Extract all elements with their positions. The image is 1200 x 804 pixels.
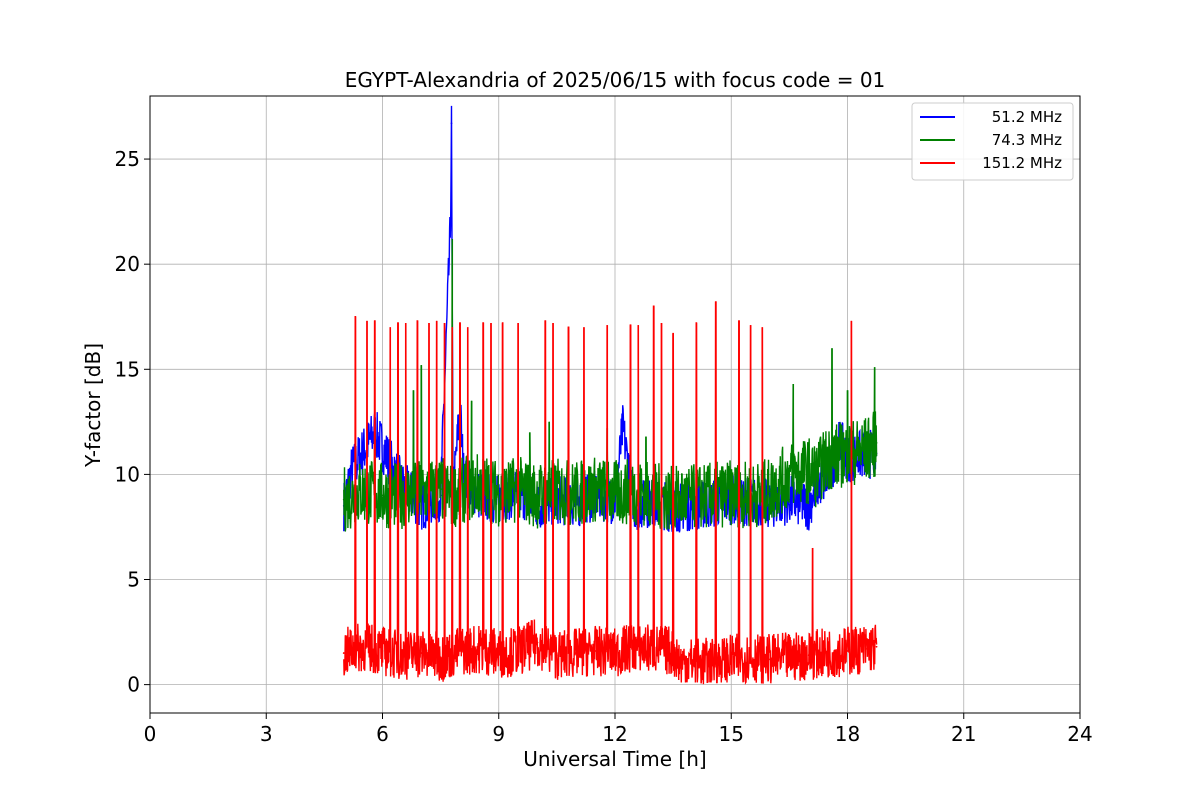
x-tick-label: 12 bbox=[602, 722, 627, 746]
y-tick-label: 10 bbox=[115, 462, 140, 486]
data-point bbox=[575, 492, 578, 495]
chart-title: EGYPT-Alexandria of 2025/06/15 with focu… bbox=[345, 68, 886, 92]
legend: 51.2 MHz 74.3 MHz 151.2 MHz bbox=[911, 102, 1074, 181]
data-point bbox=[865, 647, 868, 650]
data-point bbox=[362, 645, 365, 648]
data-point bbox=[875, 645, 878, 648]
data-point bbox=[710, 494, 713, 497]
data-point bbox=[478, 647, 481, 650]
legend-label: 74.3 MHz bbox=[992, 131, 1062, 149]
x-tick-label: 24 bbox=[1067, 722, 1092, 746]
x-tick-label: 9 bbox=[492, 722, 505, 746]
data-point bbox=[769, 490, 771, 493]
data-point bbox=[350, 469, 353, 472]
data-point bbox=[788, 473, 791, 476]
data-point bbox=[846, 650, 849, 652]
data-point bbox=[827, 652, 830, 654]
data-point bbox=[807, 469, 810, 472]
data-point bbox=[342, 498, 345, 501]
x-tick-label: 18 bbox=[835, 722, 860, 746]
data-point bbox=[420, 652, 423, 654]
data-point bbox=[497, 492, 500, 495]
data-point bbox=[400, 494, 403, 497]
data-point bbox=[594, 488, 597, 491]
data-point bbox=[536, 494, 539, 497]
legend-label: 151.2 MHz bbox=[982, 154, 1062, 172]
data-point bbox=[710, 662, 713, 665]
data-point bbox=[381, 494, 384, 497]
x-tick-label: 21 bbox=[951, 722, 976, 746]
series-line bbox=[343, 238, 878, 533]
data-point bbox=[614, 652, 616, 654]
data-point bbox=[555, 654, 558, 657]
data-point bbox=[536, 641, 539, 644]
data-point bbox=[827, 456, 830, 459]
y-axis: 0 5 10 15 20 25 bbox=[115, 147, 150, 697]
series-line bbox=[343, 301, 878, 685]
data-point bbox=[342, 652, 345, 654]
y-axis-label: Y-factor [dB] bbox=[81, 343, 105, 468]
data-point bbox=[400, 654, 403, 657]
data-point bbox=[691, 660, 694, 663]
series-layer bbox=[342, 105, 878, 685]
series-2 bbox=[342, 301, 878, 685]
data-point bbox=[450, 122, 453, 125]
data-point bbox=[614, 492, 616, 495]
data-point bbox=[497, 652, 500, 654]
data-point bbox=[594, 650, 597, 652]
data-point bbox=[439, 488, 442, 491]
x-tick-label: 6 bbox=[376, 722, 389, 746]
data-point bbox=[807, 505, 810, 507]
data-point bbox=[769, 658, 771, 661]
x-tick-label: 3 bbox=[260, 722, 273, 746]
data-point bbox=[679, 662, 682, 665]
data-point bbox=[621, 427, 624, 430]
data-point bbox=[788, 656, 791, 659]
data-point bbox=[381, 650, 384, 652]
x-axis-label: Universal Time [h] bbox=[523, 747, 706, 771]
data-point bbox=[875, 441, 878, 444]
y-tick-label: 25 bbox=[115, 147, 140, 171]
data-point bbox=[633, 645, 636, 648]
legend-label: 51.2 MHz bbox=[992, 108, 1062, 126]
x-tick-label: 15 bbox=[719, 722, 744, 746]
data-point bbox=[633, 490, 636, 493]
data-point bbox=[449, 229, 452, 232]
data-point bbox=[865, 448, 868, 451]
data-point bbox=[555, 490, 558, 493]
data-point bbox=[478, 484, 481, 486]
y-tick-label: 15 bbox=[115, 357, 140, 381]
data-point bbox=[807, 654, 810, 657]
y-tick-label: 0 bbox=[127, 673, 140, 697]
data-point bbox=[815, 473, 818, 476]
x-axis: 0 3 6 9 12 15 18 21 24 bbox=[144, 713, 1093, 746]
legend-box bbox=[911, 102, 1074, 181]
data-point bbox=[439, 656, 442, 659]
y-tick-label: 20 bbox=[115, 252, 140, 276]
data-point bbox=[730, 658, 733, 661]
data-point bbox=[362, 490, 365, 493]
data-point bbox=[691, 496, 694, 499]
x-tick-label: 0 bbox=[144, 722, 157, 746]
y-tick-label: 5 bbox=[127, 568, 140, 592]
data-point bbox=[730, 492, 733, 495]
data-point bbox=[575, 652, 578, 654]
